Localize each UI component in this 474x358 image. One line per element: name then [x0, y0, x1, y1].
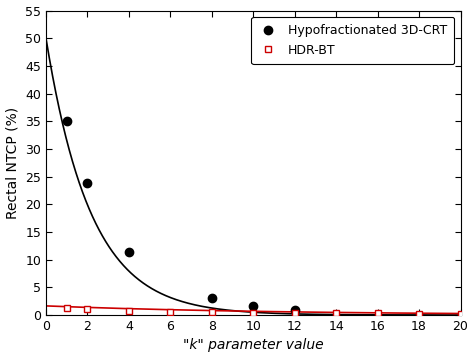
HDR-BT — [416, 311, 422, 316]
HDR-BT — [64, 305, 70, 310]
Hypofractionated 3D-CRT — [209, 296, 215, 301]
HDR-BT — [126, 309, 132, 313]
HDR-BT — [84, 307, 90, 311]
HDR-BT — [333, 311, 339, 315]
HDR-BT — [209, 310, 215, 314]
Line: HDR-BT: HDR-BT — [63, 304, 464, 317]
Hypofractionated 3D-CRT — [64, 119, 70, 124]
HDR-BT — [458, 312, 464, 316]
Hypofractionated 3D-CRT — [84, 181, 90, 185]
Hypofractionated 3D-CRT — [126, 250, 132, 254]
Legend: Hypofractionated 3D-CRT, HDR-BT: Hypofractionated 3D-CRT, HDR-BT — [251, 17, 454, 64]
Line: Hypofractionated 3D-CRT: Hypofractionated 3D-CRT — [63, 117, 299, 314]
X-axis label: "k" parameter value: "k" parameter value — [183, 338, 324, 352]
Y-axis label: Rectal NTCP (%): Rectal NTCP (%) — [6, 107, 19, 219]
HDR-BT — [167, 310, 173, 314]
HDR-BT — [292, 311, 298, 315]
HDR-BT — [375, 311, 381, 316]
Hypofractionated 3D-CRT — [292, 308, 298, 313]
HDR-BT — [250, 310, 256, 315]
Hypofractionated 3D-CRT — [250, 304, 256, 308]
